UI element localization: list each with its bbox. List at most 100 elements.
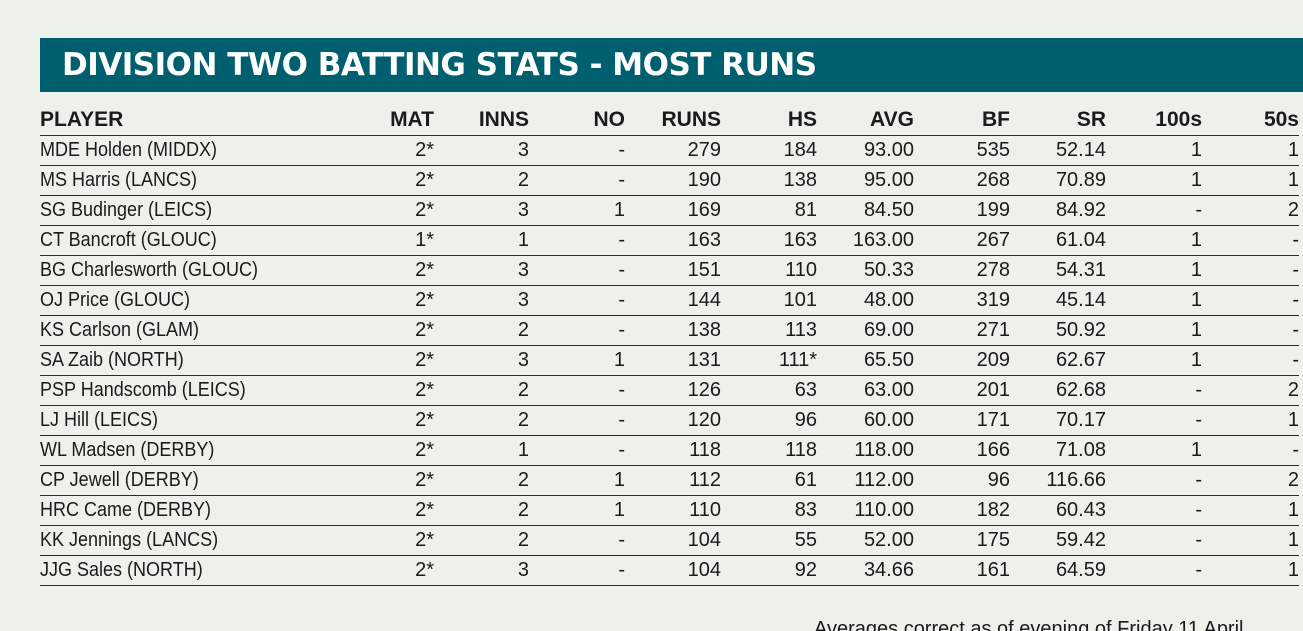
cell-mat: 2* [330, 135, 434, 166]
cell-fifties: 2 [1202, 465, 1299, 496]
cell-player: MDE Holden (MIDDX) [40, 135, 330, 166]
cell-bf: 319 [914, 285, 1010, 316]
cell-no: - [529, 225, 625, 256]
cell-hs: 101 [721, 285, 817, 316]
cell-sr: 52.14 [1010, 135, 1106, 166]
cell-hs: 111* [721, 345, 817, 376]
cell-bf: 278 [914, 255, 1010, 286]
cell-fifties: 2 [1202, 195, 1299, 226]
cell-player: PSP Handscomb (LEICS) [40, 375, 330, 406]
cell-avg: 34.66 [817, 555, 914, 586]
page-title: DIVISION TWO BATTING STATS - MOST RUNS [62, 47, 817, 83]
cell-hs: 138 [721, 165, 817, 196]
cell-bf: 535 [914, 135, 1010, 166]
cell-mat: 2* [330, 495, 434, 526]
cell-avg: 50.33 [817, 255, 914, 286]
cell-bf: 166 [914, 435, 1010, 466]
cell-fifties: 1 [1202, 525, 1299, 556]
cell-hs: 163 [721, 225, 817, 256]
player-name: PSP Handscomb (LEICS) [40, 379, 246, 401]
cell-player: OJ Price (GLOUC) [40, 285, 330, 316]
cell-bf: 175 [914, 525, 1010, 556]
table-row: SA Zaib (NORTH) 2* 3 1 131 111* 65.50 209 62.67 1… [40, 345, 1299, 376]
cell-mat: 2* [330, 465, 434, 496]
cell-runs: 169 [625, 195, 721, 226]
cell-sr: 61.04 [1010, 225, 1106, 256]
player-name: SA Zaib (NORTH) [40, 349, 184, 371]
table-row: MDE Holden (MIDDX) 2* 3-279 184 93.00 535 52.1… [40, 135, 1299, 166]
cell-no: - [529, 315, 625, 346]
header-row: PLAYER MAT INNS NO RUNS HS AVG BF SR 100… [40, 104, 1299, 136]
table-row: LJ Hill (LEICS) 2* 2-120 96 60.00 171 70.17-1 [40, 405, 1299, 436]
cell-hs: 61 [721, 465, 817, 496]
cell-sr: 70.17 [1010, 405, 1106, 436]
cell-sr: 70.89 [1010, 165, 1106, 196]
title-banner: DIVISION TWO BATTING STATS - MOST RUNS [40, 38, 1303, 92]
cell-hundreds: 1 [1106, 285, 1202, 316]
cell-sr: 59.42 [1010, 525, 1106, 556]
cell-bf: 199 [914, 195, 1010, 226]
cell-inns: 1 [434, 225, 529, 256]
column-header-no: NO [529, 104, 625, 136]
player-name: KS Carlson (GLAM) [40, 319, 200, 341]
column-header-runs: RUNS [625, 104, 721, 136]
cell-hundreds: 1 [1106, 255, 1202, 286]
footnote: Averages correct as of evening of Friday… [814, 618, 1244, 631]
cell-sr: 50.92 [1010, 315, 1106, 346]
cell-avg: 63.00 [817, 375, 914, 406]
cell-runs: 120 [625, 405, 721, 436]
cell-mat: 2* [330, 255, 434, 286]
cell-mat: 2* [330, 375, 434, 406]
cell-fifties: - [1202, 225, 1299, 256]
cell-runs: 104 [625, 525, 721, 556]
cell-runs: 163 [625, 225, 721, 256]
cell-inns: 2 [434, 165, 529, 196]
cell-no: - [529, 405, 625, 436]
cell-hundreds: - [1106, 465, 1202, 496]
cell-mat: 2* [330, 195, 434, 226]
column-header-avg: AVG [817, 104, 914, 136]
cell-player: BG Charlesworth (GLOUC) [40, 255, 330, 286]
cell-inns: 2 [434, 405, 529, 436]
cell-player: KS Carlson (GLAM) [40, 315, 330, 346]
cell-sr: 71.08 [1010, 435, 1106, 466]
cell-inns: 2 [434, 375, 529, 406]
cell-fifties: - [1202, 315, 1299, 346]
cell-hundreds: 1 [1106, 135, 1202, 166]
cell-avg: 118.00 [817, 435, 914, 466]
cell-mat: 2* [330, 345, 434, 376]
cell-mat: 2* [330, 165, 434, 196]
cell-inns: 2 [434, 315, 529, 346]
cell-fifties: 1 [1202, 135, 1299, 166]
table-row: OJ Price (GLOUC) 2* 3-144 101 48.00 319 45.14 1… [40, 285, 1299, 316]
cell-player: LJ Hill (LEICS) [40, 405, 330, 436]
cell-sr: 64.59 [1010, 555, 1106, 586]
cell-sr: 116.66 [1010, 465, 1106, 496]
cell-hs: 81 [721, 195, 817, 226]
cell-player: CP Jewell (DERBY) [40, 465, 330, 496]
cell-bf: 209 [914, 345, 1010, 376]
cell-hundreds: - [1106, 555, 1202, 586]
table-row: PSP Handscomb (LEICS) 2* 2-126 63 63.00 201 62… [40, 375, 1299, 406]
cell-player: SG Budinger (LEICS) [40, 195, 330, 226]
cell-no: 1 [529, 495, 625, 526]
cell-avg: 93.00 [817, 135, 914, 166]
cell-runs: 112 [625, 465, 721, 496]
cell-hs: 92 [721, 555, 817, 586]
player-name: HRC Came (DERBY) [40, 499, 212, 521]
player-name: SG Budinger (LEICS) [40, 199, 213, 221]
cell-sr: 60.43 [1010, 495, 1106, 526]
table-row: MS Harris (LANCS) 2* 2-190 138 95.00 268 70.89… [40, 165, 1299, 196]
cell-avg: 112.00 [817, 465, 914, 496]
column-header-inns: INNS [434, 104, 529, 136]
cell-inns: 3 [434, 135, 529, 166]
cell-inns: 2 [434, 465, 529, 496]
cell-hundreds: 1 [1106, 345, 1202, 376]
cell-runs: 279 [625, 135, 721, 166]
cell-hs: 96 [721, 405, 817, 436]
cell-hs: 63 [721, 375, 817, 406]
cell-no: - [529, 285, 625, 316]
cell-mat: 2* [330, 405, 434, 436]
cell-mat: 2* [330, 435, 434, 466]
column-header-50s: 50s [1202, 104, 1299, 136]
